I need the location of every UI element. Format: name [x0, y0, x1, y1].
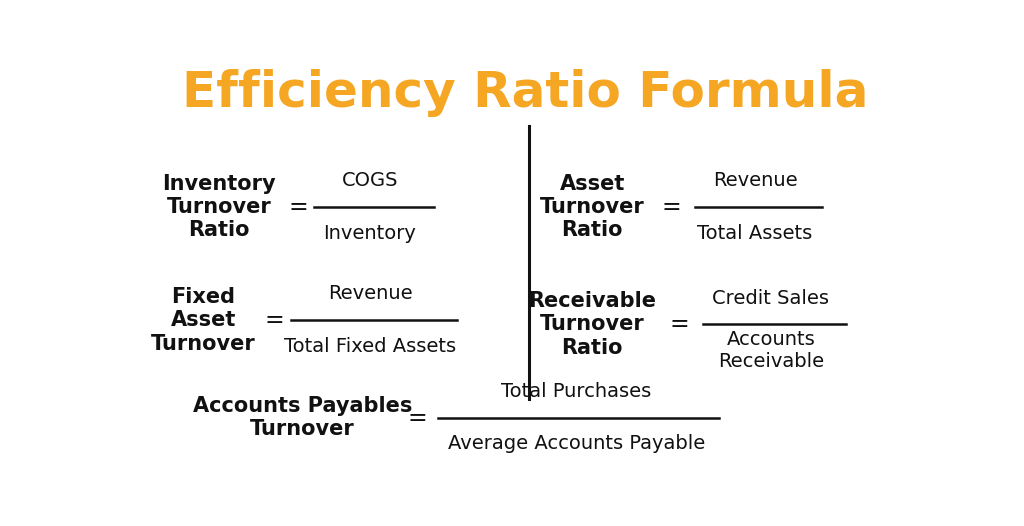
- Text: Total Assets: Total Assets: [697, 224, 813, 242]
- Text: Total Purchases: Total Purchases: [502, 382, 651, 401]
- Text: =: =: [670, 312, 689, 336]
- Text: Receivable
Turnover
Ratio: Receivable Turnover Ratio: [528, 291, 656, 358]
- Text: Credit Sales: Credit Sales: [713, 289, 829, 308]
- Text: Average Accounts Payable: Average Accounts Payable: [447, 434, 705, 453]
- Text: Accounts Payables
Turnover: Accounts Payables Turnover: [193, 396, 413, 439]
- Text: Fixed
Asset
Turnover: Fixed Asset Turnover: [151, 287, 256, 353]
- Text: Revenue: Revenue: [328, 285, 413, 304]
- Text: Revenue: Revenue: [713, 171, 798, 190]
- Text: Inventory
Turnover
Ratio: Inventory Turnover Ratio: [163, 174, 276, 240]
- Text: =: =: [289, 195, 308, 219]
- Text: Accounts
Receivable: Accounts Receivable: [718, 330, 824, 371]
- Text: =: =: [662, 195, 682, 219]
- Text: Total Fixed Assets: Total Fixed Assets: [284, 337, 456, 356]
- Text: =: =: [265, 308, 285, 332]
- Text: COGS: COGS: [342, 171, 398, 190]
- Text: Asset
Turnover
Ratio: Asset Turnover Ratio: [540, 174, 645, 240]
- Text: Efficiency Ratio Formula: Efficiency Ratio Formula: [181, 69, 868, 117]
- Text: Inventory: Inventory: [324, 224, 417, 242]
- Text: =: =: [408, 406, 428, 430]
